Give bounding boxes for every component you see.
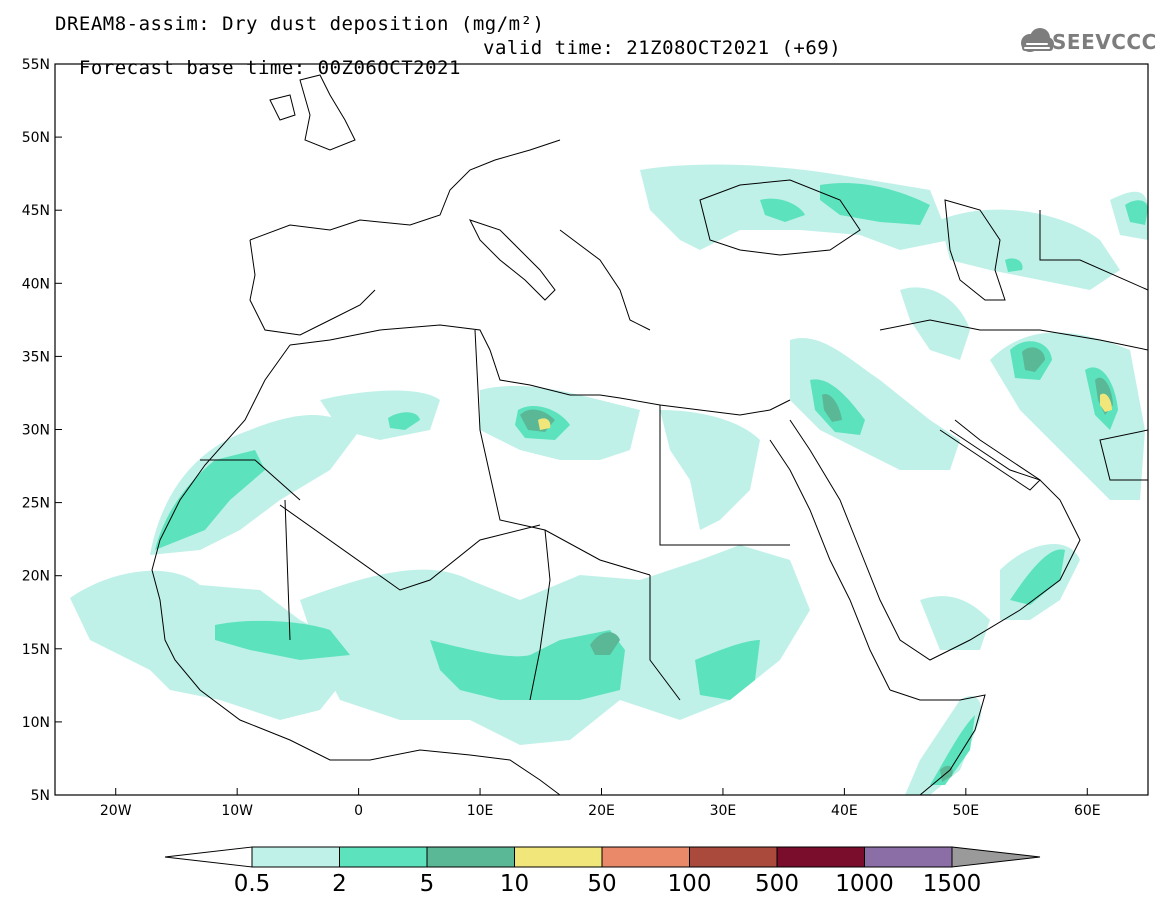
lat-tick-label: 50N [22,130,50,146]
lat-tick-label: 55N [22,57,50,73]
colorbar-under-arrow [164,846,253,868]
lon-tick-label: 0 [354,803,363,819]
colorbar-level-label: 5 [420,871,435,897]
lat-tick-label: 5N [31,788,50,804]
colorbar-swatch [776,846,865,868]
lat-tick-label: 20N [22,569,50,585]
lon-tick-label: 10W [221,803,253,819]
colorbar: 0.5 2 5 10 50 100 500 1000 1500 [164,846,1041,897]
colorbar-level-label: 1500 [923,871,982,897]
colorbar-swatch [339,846,428,868]
valid-time: valid time: 21Z08OCT2021 (+69) [483,37,842,59]
colorbar-level-label: 10 [500,871,529,897]
cloud-icon [1021,28,1054,52]
lat-tick-label: 45N [22,203,50,219]
colorbar-swatch [251,846,340,868]
lat-tick-label: 15N [22,642,50,658]
colorbar-level-label: 100 [668,871,712,897]
colorbar-over-arrow [951,846,1041,868]
lon-tick-label: 50E [952,803,979,819]
colorbar-swatch [689,846,778,868]
colorbar-level-label: 500 [755,871,799,897]
colorbar-swatch [514,846,603,868]
seevccc-logo: SEEVCCC [1052,30,1157,54]
colorbar-swatch [426,846,515,868]
lat-tick-label: 10N [22,715,50,731]
lon-tick-label: 10E [467,803,494,819]
colorbar-level-label: 2 [332,871,347,897]
lat-tick-label: 40N [22,276,50,292]
base-time: Forecast base time: 00Z06OCT2021 [78,57,461,79]
deposition-shading [70,164,1148,795]
colorbar-level-label: 0.5 [234,871,271,897]
lat-tick-label: 25N [22,496,50,512]
lat-tick-label: 30N [22,423,50,439]
lon-tick-label: 20E [588,803,615,819]
lon-tick-label: 30E [710,803,737,819]
coastlines [151,74,1149,796]
lon-tick-label: 20W [100,803,132,819]
colorbar-swatch [601,846,690,868]
lat-tick-label: 35N [22,349,50,365]
lon-tick-label: 60E [1074,803,1101,819]
colorbar-level-label: 50 [587,871,616,897]
colorbar-swatch [864,846,953,868]
forecast-times: Forecast base time: 00Z06OCT2021 valid t… [55,38,841,98]
map-title: DREAM8-assim: Dry dust deposition (mg/m²… [55,13,545,35]
colorbar-level-label: 1000 [835,871,894,897]
lon-tick-label: 40E [831,803,858,819]
